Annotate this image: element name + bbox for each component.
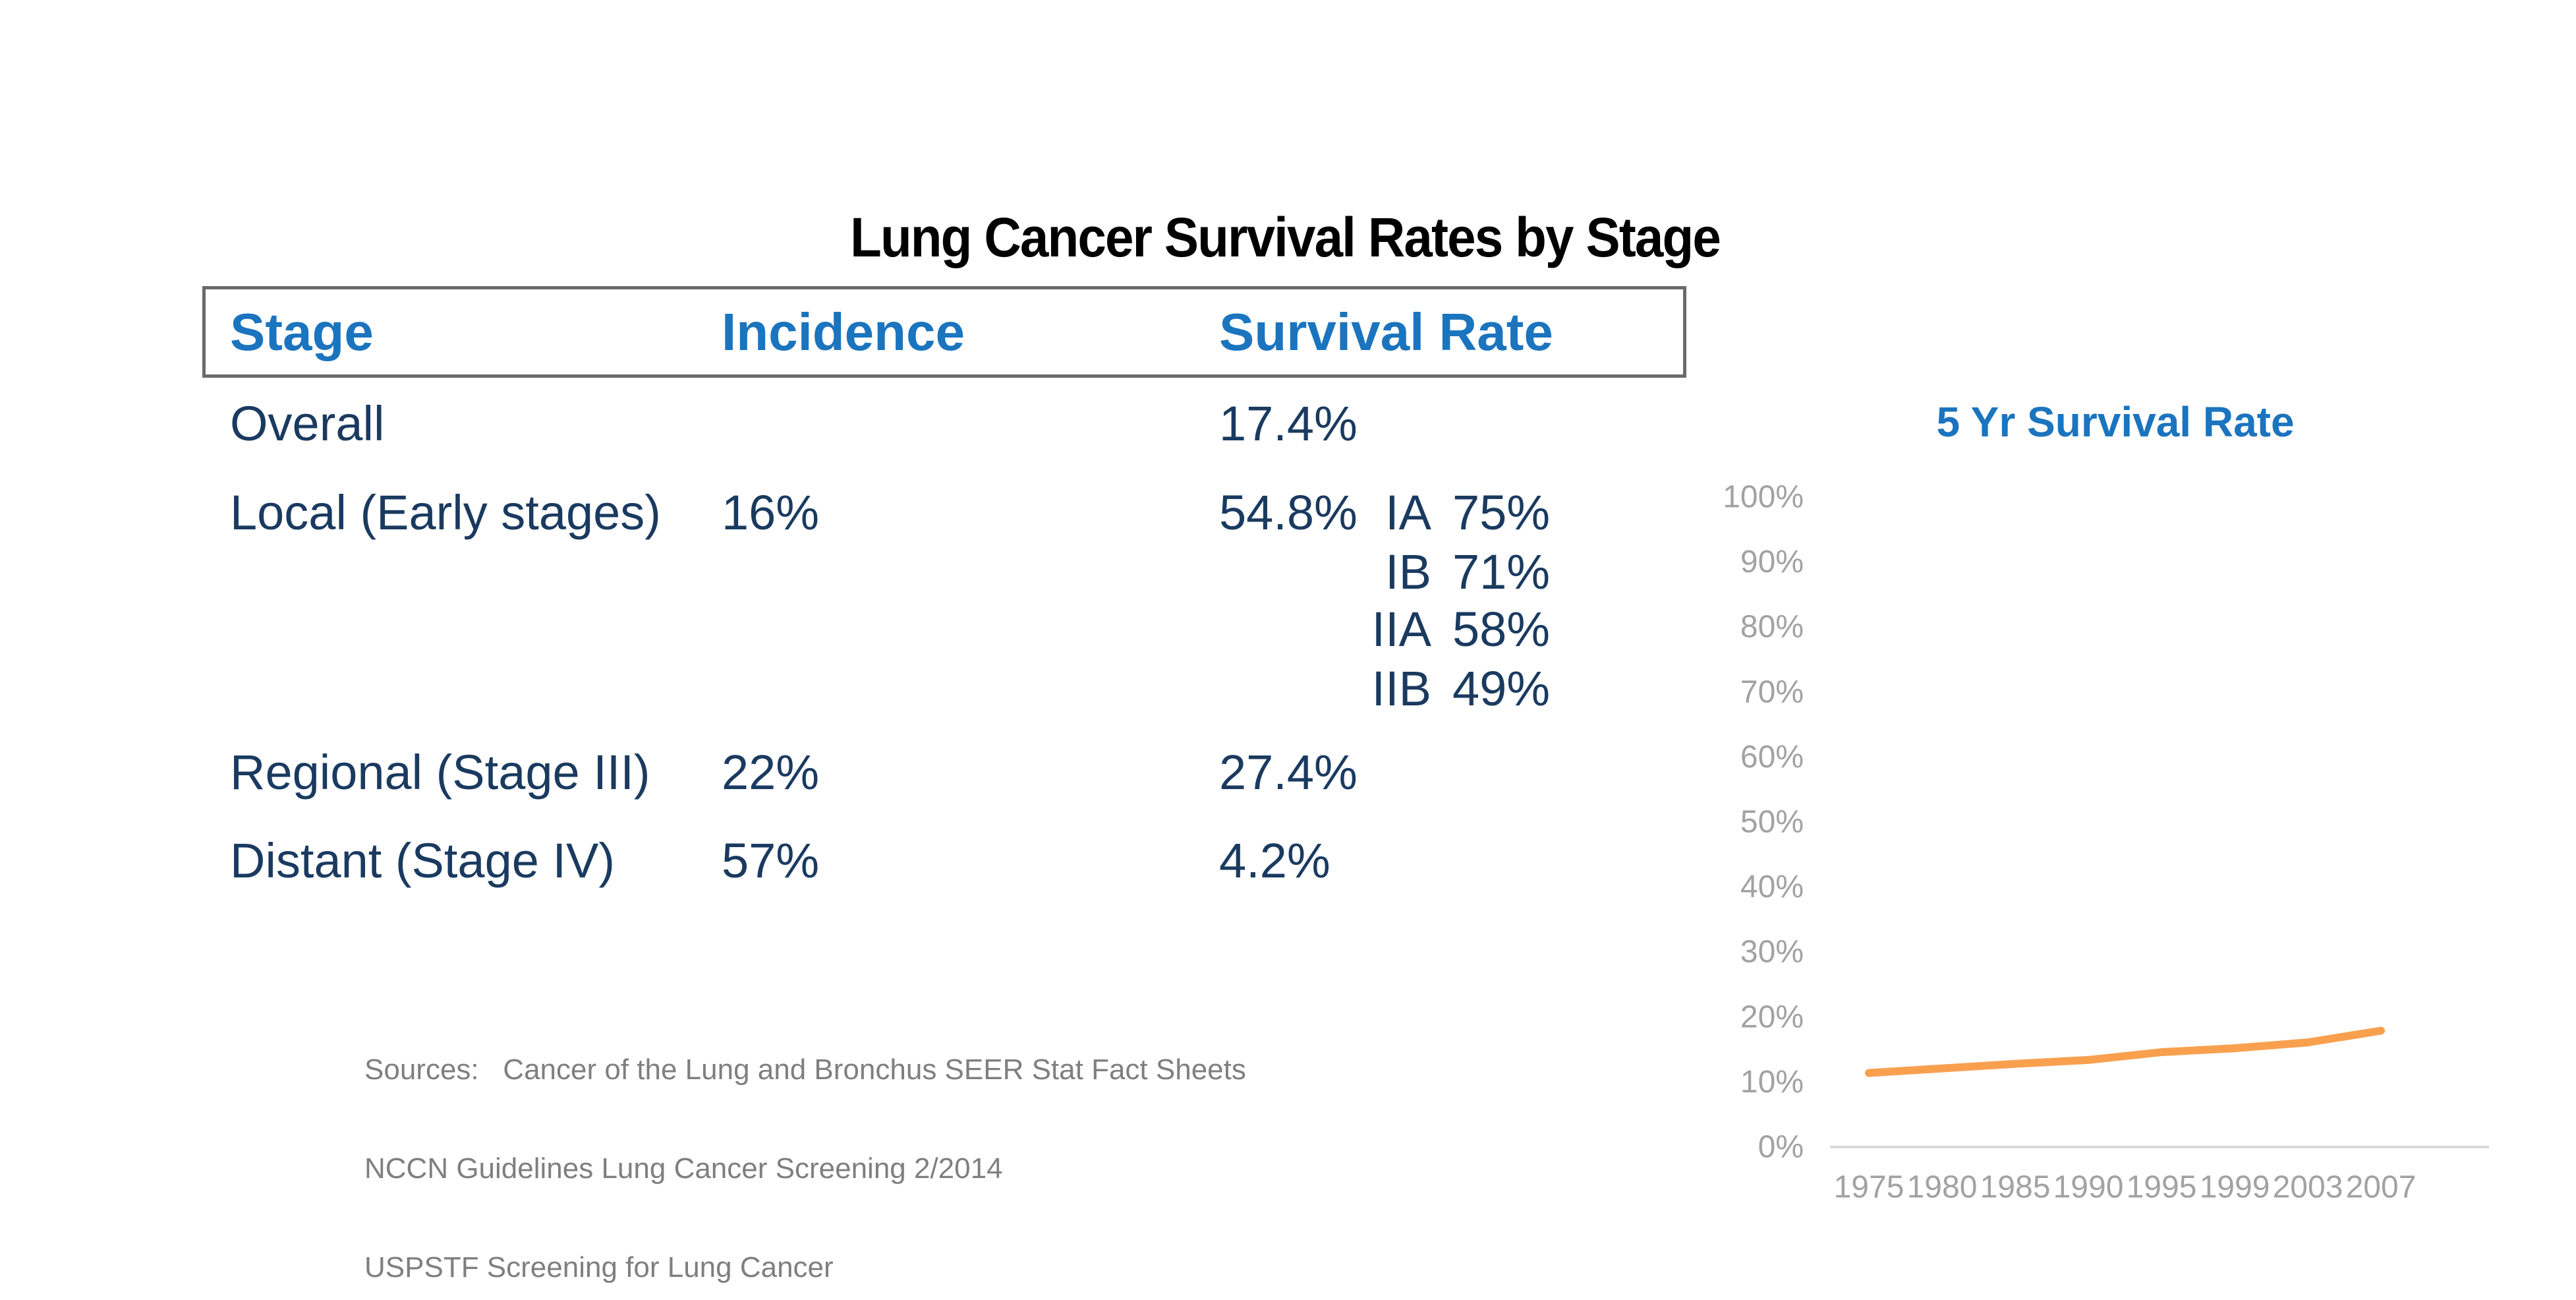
substage-label-ib: IB [1385,545,1431,599]
y-tick-label: 70% [1740,674,1804,709]
x-tick-label: 2003 [2273,1170,2343,1205]
table-row-overall-survival: 17.4% [1219,396,1358,451]
y-tick-label: 30% [1740,935,1804,970]
x-tick-label: 1995 [2127,1170,2197,1205]
substage-label-ia: IA [1385,485,1431,540]
table-row-distant-incidence: 57% [722,833,820,888]
y-tick-label: 60% [1740,740,1804,775]
table-row-distant-survival: 4.2% [1219,833,1331,888]
y-tick-label: 80% [1740,610,1804,645]
y-tick-label: 90% [1740,545,1804,579]
substage-value-iib: 49% [1452,661,1551,716]
y-tick-label: 100% [1723,480,1804,515]
table-row-regional-stage: Regional (Stage III) [230,745,650,800]
chart-title: 5 Yr Survival Rate [1936,398,2295,446]
table-row-regional-incidence: 22% [722,745,820,800]
column-header-stage: Stage [230,303,374,361]
source-line-3: USPSTF Screening for Lung Cancer [364,1251,834,1284]
y-tick-label: 50% [1740,805,1804,840]
table-row-overall-stage: Overall [230,396,385,451]
y-tick-label: 0% [1758,1130,1804,1165]
x-tick-label: 1975 [1834,1170,1904,1205]
five-year-survival-chart: 0%10%20%30%40%50%60%70%80%90%100%1975 198… [1723,480,2489,1205]
table-row-distant-stage: Distant (Stage IV) [230,833,615,888]
y-tick-label: 20% [1740,999,1804,1034]
substage-value-iia: 58% [1452,602,1551,657]
survival-trend-line [1865,1026,2385,1077]
x-tick-label: 1990 [2053,1170,2124,1205]
source-line-2: NCCN Guidelines Lung Cancer Screening 2/… [364,1152,1003,1185]
column-header-survival: Survival Rate [1219,303,1553,361]
table-row-local-incidence: 16% [722,485,820,540]
substage-value-ia: 75% [1452,485,1551,540]
x-tick-label: 2007 [2346,1170,2417,1205]
table-row-local-survival: 54.8% [1219,485,1358,540]
page-title: Lung Cancer Survival Rates by Stage [850,206,1721,268]
sources-block: Sources: Cancer of the Lung and Bronchus… [364,988,1246,1300]
column-header-incidence: Incidence [722,303,965,361]
y-tick-label: 10% [1740,1065,1804,1100]
table-row-regional-survival: 27.4% [1219,745,1358,800]
x-tick-label: 1985 [1980,1170,2051,1205]
x-tick-label: 1980 [1907,1170,1978,1205]
x-tick-label: 1999 [2200,1170,2270,1205]
substage-label-iia: IIA [1371,602,1431,657]
y-tick-label: 40% [1740,870,1804,904]
substage-label-iib: IIB [1371,661,1431,716]
source-line-1: Sources: Cancer of the Lung and Bronchus… [364,1053,1246,1086]
table-row-local-stage: Local (Early stages) [230,485,661,540]
substage-value-ib: 71% [1452,545,1551,599]
table-header-box [202,286,1686,378]
